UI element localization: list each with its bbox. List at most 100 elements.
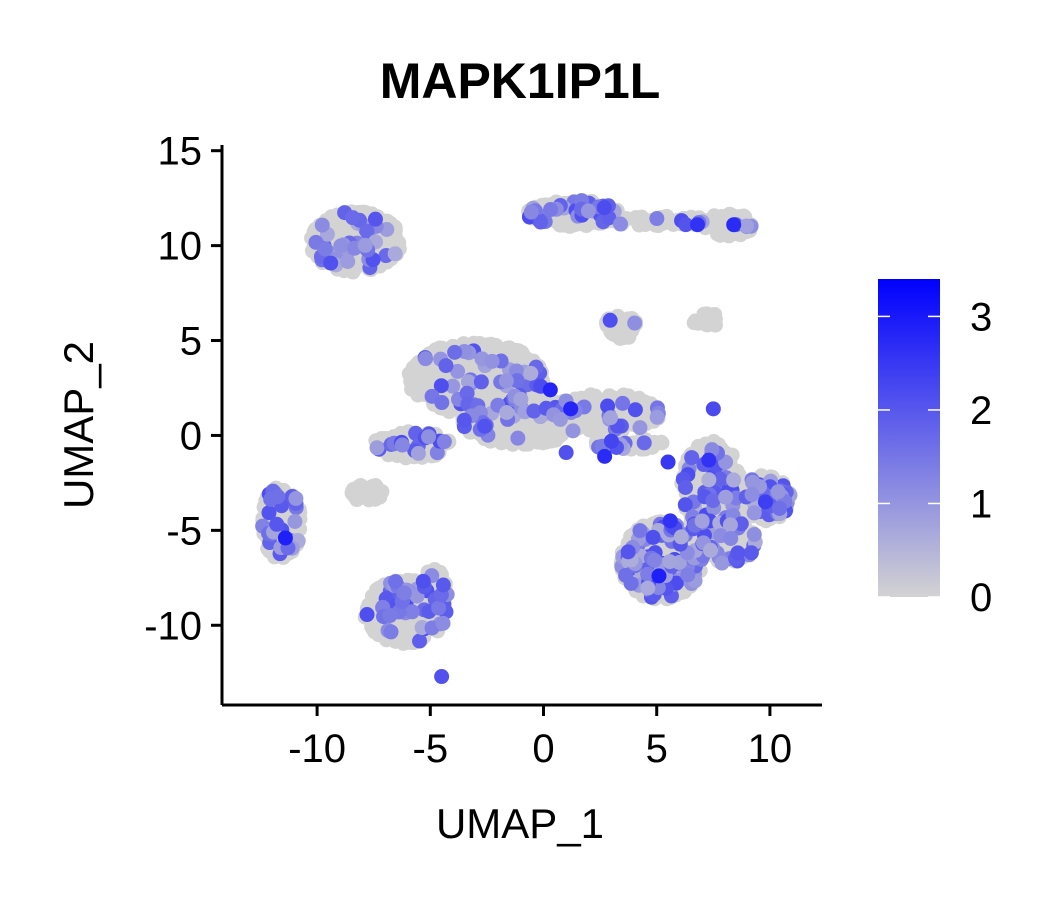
y-tick-label: -10 <box>144 604 202 648</box>
cell-point-high <box>689 217 705 233</box>
cell-point <box>533 214 549 230</box>
cell-point <box>323 255 339 271</box>
cell-point-high <box>456 412 472 428</box>
cell-point <box>345 210 361 226</box>
cell-point <box>649 409 665 425</box>
x-tick-label: 0 <box>532 727 554 771</box>
cell-point <box>261 505 277 521</box>
cell-point <box>359 223 375 239</box>
colorbar-ticks: 0 1 2 3 <box>878 295 992 620</box>
cell-point <box>447 344 463 360</box>
cell-point <box>677 479 693 495</box>
x-tick-label: -5 <box>413 727 449 771</box>
cell-point <box>433 378 449 394</box>
cell-point <box>287 514 303 530</box>
cell-point <box>662 554 678 570</box>
cell-point <box>404 604 420 620</box>
cell-point <box>588 419 604 435</box>
cell-point <box>314 217 330 233</box>
cell-point <box>369 440 385 456</box>
cell-point <box>629 213 645 229</box>
cell-point-high <box>563 401 579 417</box>
y-tick-label: 5 <box>180 320 202 364</box>
cell-point <box>269 516 285 532</box>
cell-point <box>699 306 715 322</box>
cell-point <box>435 615 451 631</box>
cell-point <box>509 373 525 389</box>
cell-point <box>523 365 539 381</box>
cell-point <box>723 530 739 546</box>
cell-point <box>415 573 431 589</box>
cell-point <box>543 427 559 443</box>
cell-point <box>772 500 788 516</box>
cell-point <box>726 472 742 488</box>
cell-point-high <box>757 494 773 510</box>
cell-point <box>611 328 627 344</box>
cell-point <box>680 567 696 583</box>
cell-point <box>459 385 475 401</box>
cell-point <box>649 211 665 227</box>
cell-point <box>730 545 746 561</box>
y-tick-label: -5 <box>166 509 202 553</box>
cell-point <box>565 423 581 439</box>
cell-point <box>445 378 461 394</box>
cell-point <box>498 373 514 389</box>
cell-point <box>438 358 454 374</box>
cell-point-high <box>701 452 717 468</box>
cell-point <box>596 200 612 216</box>
cell-point <box>743 545 759 561</box>
cell-point <box>640 566 656 582</box>
cell-point <box>340 253 356 269</box>
cell-point <box>370 488 386 504</box>
cell-point <box>552 411 568 427</box>
cell-point <box>673 529 689 545</box>
cell-point <box>317 241 333 257</box>
cell-point <box>333 238 349 254</box>
cell-point <box>745 474 761 490</box>
cell-point <box>382 608 398 624</box>
cell-point <box>460 374 476 390</box>
cell-point <box>620 544 636 560</box>
cell-point <box>712 471 728 487</box>
cell-point <box>645 529 661 545</box>
cell-point <box>618 567 634 583</box>
cell-point <box>627 402 643 418</box>
cell-point <box>646 552 662 568</box>
cell-point-high <box>597 448 613 464</box>
cell-point <box>706 208 722 224</box>
y-axis-ticks: -10 -5 0 5 10 15 <box>144 130 222 648</box>
cell-point <box>722 517 738 533</box>
cell-point <box>499 404 515 420</box>
cell-point <box>733 516 749 532</box>
cell-point <box>450 363 466 379</box>
y-tick-label: 15 <box>158 130 203 174</box>
cell-point <box>526 403 542 419</box>
cell-point <box>705 493 721 509</box>
cell-point <box>418 351 434 367</box>
x-tick-label: -10 <box>288 727 346 771</box>
cell-point <box>613 216 629 232</box>
cell-point <box>435 577 451 593</box>
chart-title: MAPK1IP1L <box>380 53 661 109</box>
cell-point <box>421 429 437 445</box>
colorbar-tick-label: 0 <box>970 576 992 620</box>
cell-point <box>602 312 618 328</box>
data-points <box>255 193 798 685</box>
x-axis-ticks: -10 -5 0 5 10 <box>288 705 792 771</box>
cell-point-high <box>651 568 667 584</box>
cell-point-high <box>660 454 676 470</box>
colorbar-legend: 0 1 2 3 <box>878 279 992 620</box>
cell-point <box>473 374 489 390</box>
cell-point <box>388 574 404 590</box>
cell-point <box>746 505 762 521</box>
cell-point <box>627 315 643 331</box>
y-axis-label: UMAP_2 <box>55 341 102 509</box>
cell-point <box>477 418 493 434</box>
colorbar-tick-label: 1 <box>970 482 992 526</box>
cell-point <box>513 391 529 407</box>
cell-point <box>701 472 717 488</box>
y-tick-label: 0 <box>180 414 202 458</box>
cell-point <box>434 395 450 411</box>
cell-point <box>615 395 631 411</box>
cell-point <box>383 624 399 640</box>
